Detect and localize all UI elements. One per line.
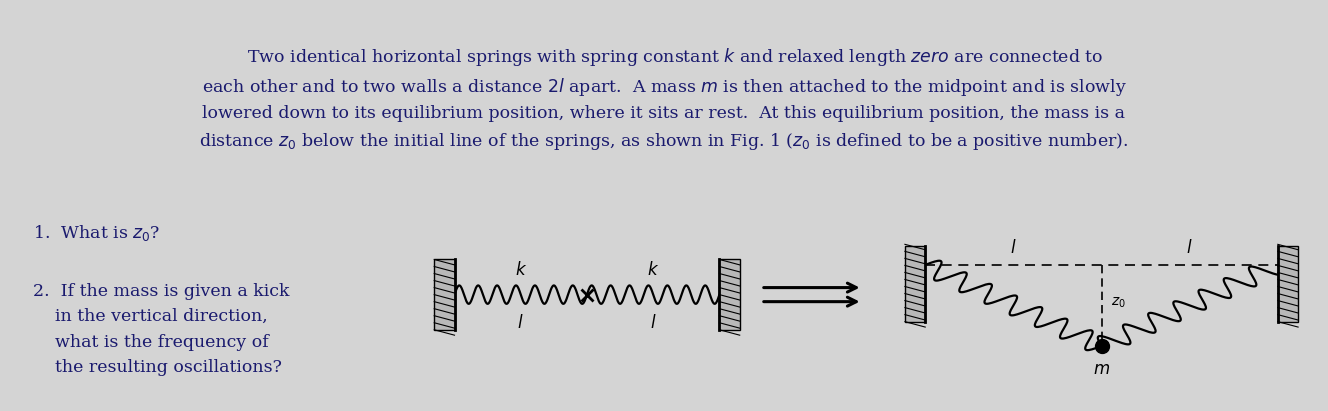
Bar <box>720 259 740 330</box>
Bar <box>1278 246 1297 322</box>
Text: $m$: $m$ <box>1093 361 1110 378</box>
Text: $z_0$: $z_0$ <box>1110 296 1126 310</box>
Text: $l$: $l$ <box>1186 239 1193 257</box>
Bar <box>904 246 926 322</box>
Text: $l$: $l$ <box>1011 239 1017 257</box>
Text: $l$: $l$ <box>518 314 525 332</box>
Text: $l$: $l$ <box>649 314 656 332</box>
Bar <box>434 259 454 330</box>
Text: 1.  What is $z_0$?: 1. What is $z_0$? <box>33 223 161 243</box>
Text: Two identical horizontal springs with spring constant $k$ and relaxed length $\i: Two identical horizontal springs with sp… <box>199 46 1129 152</box>
Text: $k$: $k$ <box>647 261 659 279</box>
Text: $k$: $k$ <box>515 261 527 279</box>
Text: 2.  If the mass is given a kick
    in the vertical direction,
    what is the f: 2. If the mass is given a kick in the ve… <box>33 283 290 376</box>
